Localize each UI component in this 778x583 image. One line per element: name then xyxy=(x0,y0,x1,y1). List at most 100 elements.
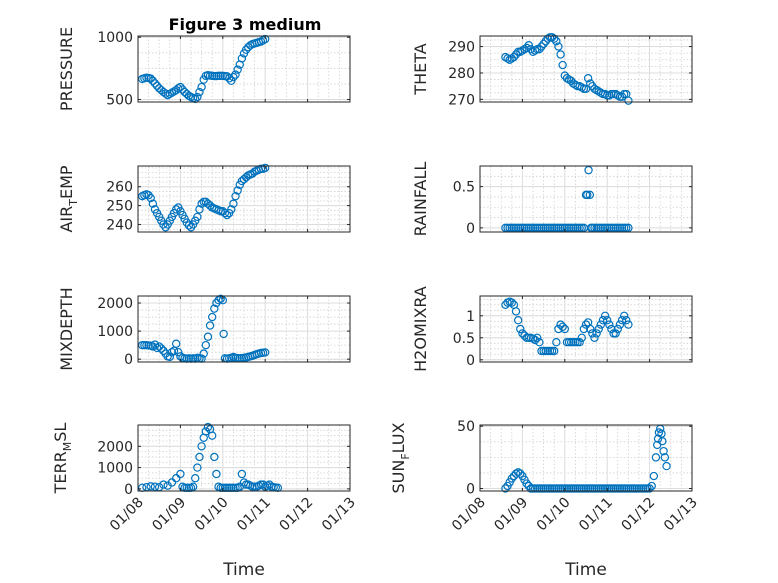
data-point xyxy=(554,42,563,51)
data-point xyxy=(624,320,633,329)
data-point xyxy=(590,84,599,94)
axes-frame xyxy=(137,424,351,492)
data-point xyxy=(537,42,546,51)
data-point xyxy=(165,352,174,362)
data-point xyxy=(224,74,234,83)
data-point xyxy=(583,190,592,200)
data-point xyxy=(550,346,559,356)
data-point xyxy=(197,82,206,92)
data-point xyxy=(227,205,236,214)
data-point xyxy=(237,469,247,479)
data-point xyxy=(647,481,656,491)
data-point xyxy=(195,452,204,462)
data-point xyxy=(148,199,158,208)
y-tick-label: 1 xyxy=(466,309,475,325)
data-point xyxy=(241,45,251,54)
data-point xyxy=(598,316,608,325)
data-point xyxy=(584,165,593,175)
data-point xyxy=(592,329,601,338)
data-point xyxy=(554,324,563,334)
data-point xyxy=(210,452,219,462)
data-point xyxy=(248,169,257,178)
data-point xyxy=(660,453,670,462)
data-point xyxy=(146,74,155,83)
data-point xyxy=(193,463,202,472)
data-point xyxy=(613,324,623,334)
y-tick-label: 0.5 xyxy=(453,180,475,196)
data-point xyxy=(501,484,510,493)
data-point xyxy=(174,347,183,357)
y-tick-label: 260 xyxy=(106,180,133,196)
y-tick-label: 2000 xyxy=(97,296,133,312)
data-point xyxy=(619,311,629,320)
y-tick-label: 280 xyxy=(448,66,475,82)
data-point xyxy=(594,324,603,334)
data-point xyxy=(197,199,206,208)
data-point xyxy=(588,329,597,338)
data-point xyxy=(167,347,177,357)
data-point xyxy=(651,453,661,462)
y-tick-label: 1000 xyxy=(97,461,133,477)
data-point xyxy=(193,212,202,222)
data-point xyxy=(552,37,561,46)
y-tick-label: 250 xyxy=(106,199,133,215)
axes-frame xyxy=(479,295,693,363)
data-point xyxy=(174,84,183,93)
data-point xyxy=(231,191,240,201)
data-point xyxy=(146,482,155,491)
data-point xyxy=(505,55,514,64)
chart-title: Figure 3 medium xyxy=(169,15,322,34)
data-point xyxy=(233,186,242,195)
data-point xyxy=(530,46,540,55)
axes-frame xyxy=(479,165,693,233)
data-point xyxy=(167,478,177,487)
data-point xyxy=(199,349,208,358)
data-point xyxy=(600,89,610,99)
y-axis-label: H2OMIXRA xyxy=(411,286,430,372)
data-point xyxy=(511,50,521,59)
y-axis-label: THETA xyxy=(411,43,430,95)
data-point xyxy=(518,46,527,55)
data-point xyxy=(261,163,270,173)
data-point xyxy=(261,348,270,357)
data-point xyxy=(586,324,595,334)
data-point xyxy=(258,480,268,489)
y-axis-label: SUNFLUX xyxy=(389,422,412,493)
data-point xyxy=(171,474,181,483)
data-point xyxy=(205,321,215,330)
y-tick-label: 290 xyxy=(448,40,475,56)
data-point xyxy=(216,294,225,304)
y-tick-label: 0 xyxy=(124,352,133,368)
data-point xyxy=(533,333,542,342)
data-point xyxy=(556,320,565,329)
data-point xyxy=(163,90,172,100)
y-tick-label: 1000 xyxy=(97,324,133,340)
data-point xyxy=(513,316,523,325)
data-point xyxy=(203,332,213,341)
data-point xyxy=(550,34,559,43)
data-point xyxy=(239,478,249,487)
data-point xyxy=(539,39,548,49)
data-point xyxy=(150,79,160,88)
data-point xyxy=(241,173,251,182)
data-point xyxy=(171,339,181,348)
data-point xyxy=(659,446,668,456)
y-axis-label: MIXDEPTH xyxy=(57,287,76,370)
data-point xyxy=(662,461,671,471)
data-point xyxy=(195,205,204,214)
data-point xyxy=(171,205,181,214)
y-axis-label: RAINFALL xyxy=(411,162,430,237)
data-point xyxy=(233,65,242,74)
data-point xyxy=(649,471,659,481)
data-point xyxy=(605,320,614,329)
data-point xyxy=(212,469,221,479)
data-point xyxy=(229,72,238,82)
data-point xyxy=(552,338,561,347)
data-point xyxy=(535,45,544,54)
y-tick-label: 0 xyxy=(124,482,133,498)
data-point xyxy=(501,52,510,62)
data-point xyxy=(556,50,565,59)
data-point xyxy=(590,333,599,342)
data-point xyxy=(258,36,268,45)
data-point xyxy=(592,85,601,95)
